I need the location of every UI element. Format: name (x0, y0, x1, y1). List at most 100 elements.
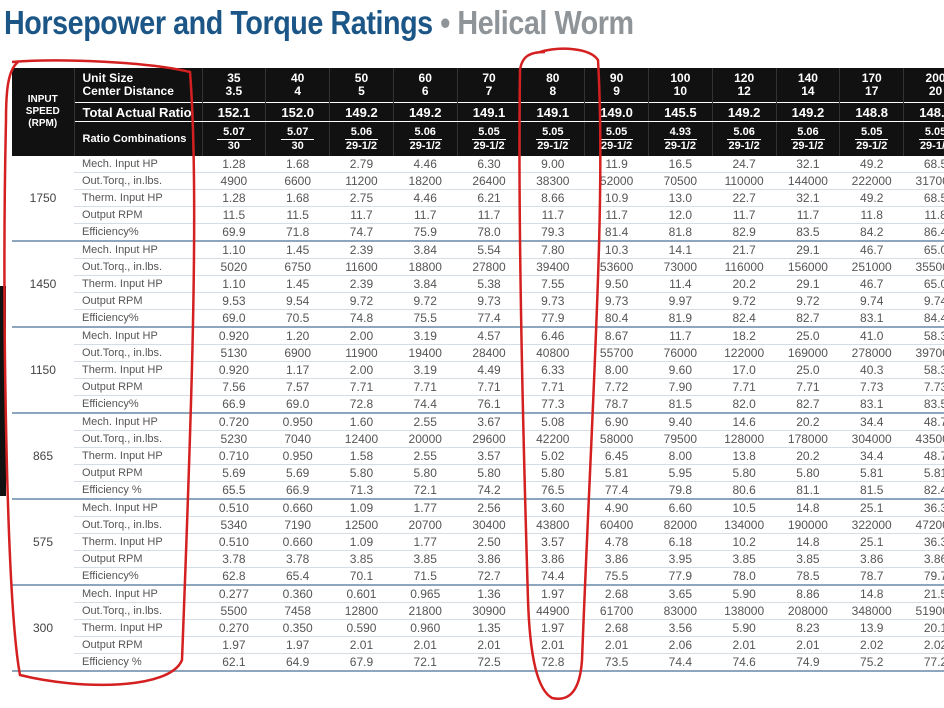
value-cell: 4.57 (457, 327, 521, 345)
value-cell: 169000 (776, 344, 840, 362)
value-cell: 5.81 (903, 464, 944, 482)
value-cell: 18800 (393, 258, 458, 276)
value-cell: 2.01 (520, 636, 585, 654)
value-cell: 317000 (903, 172, 944, 190)
unit-size: 40 (290, 71, 305, 85)
value-cell: 7.80 (520, 241, 585, 259)
value-cell: 5.95 (648, 464, 713, 482)
value-cell: 70.1 (329, 567, 394, 586)
value-cell: 1.10 (202, 275, 266, 293)
total-ratio: 149.2 (393, 102, 458, 122)
value-cell: 138000 (712, 602, 777, 620)
ratio-cell: 5.07 30 (202, 121, 267, 156)
value-cell: 74.7 (329, 223, 394, 242)
value-cell: 10.2 (712, 533, 777, 551)
value-cell: 28400 (457, 344, 521, 362)
unit-size: 50 (354, 71, 369, 85)
value-cell: 48.7 (903, 413, 944, 431)
value-cell: 0.965 (393, 585, 458, 603)
value-cell: 11.4 (648, 275, 713, 293)
value-cell: 74.6 (712, 653, 777, 672)
value-cell: 13.9 (839, 619, 904, 637)
row-label: Output RPM (74, 378, 202, 396)
value-cell: 11.7 (584, 206, 649, 224)
value-cell: 77.2 (903, 653, 944, 672)
row-label: Output RPM (74, 292, 202, 310)
value-cell: 5.80 (457, 464, 521, 482)
value-cell: 25.0 (776, 327, 840, 345)
value-cell: 18200 (393, 172, 458, 190)
title-main: Horsepower and Torque Ratings (4, 4, 433, 41)
value-cell: 3.60 (520, 499, 585, 517)
value-cell: 21800 (393, 602, 458, 620)
row-label: Mech. Input HP (74, 156, 202, 173)
row-label: Therm. Input HP (74, 361, 202, 379)
value-cell: 2.01 (457, 636, 521, 654)
total-ratio: 149.1 (520, 102, 586, 122)
value-cell: 5340 (202, 516, 266, 534)
ratio-cell: 5.06 29-1/2 (776, 121, 841, 156)
ratio-first: 5.07 (217, 126, 251, 140)
value-cell: 83.5 (903, 395, 944, 414)
ratio-first: 5.06 (344, 126, 379, 140)
value-cell: 9.60 (648, 361, 713, 379)
value-cell: 11.8 (839, 206, 904, 224)
value-cell: 4900 (202, 172, 266, 190)
data-row: Efficiency% 62.8 65.4 70.1 71.5 72.7 74.4 75.5 7… (12, 567, 944, 586)
value-cell: 79.3 (520, 223, 585, 242)
value-cell: 0.660 (265, 499, 330, 517)
value-cell: 52000 (584, 172, 649, 190)
value-cell: 1.35 (457, 619, 521, 637)
value-cell: 30400 (457, 516, 521, 534)
value-cell: 7040 (265, 430, 330, 448)
value-cell: 65.4 (265, 567, 330, 586)
ratio-second: 29-1/2 (728, 139, 760, 152)
speed-header: INPUT SPEED (RPM) (12, 68, 75, 156)
value-cell: 5.90 (712, 619, 777, 637)
value-cell: 82.4 (903, 481, 944, 500)
data-row: Output RPM 5.69 5.69 5.80 5.80 5.80 5.80 5.81 5.… (12, 464, 944, 482)
row-label: Mech. Input HP (74, 499, 202, 517)
value-cell: 34.4 (839, 413, 904, 431)
unit-cell: 140 14 (776, 68, 841, 103)
value-cell: 81.1 (776, 481, 840, 500)
row-label: Out.Torq., in.lbs. (74, 516, 202, 534)
header-row: Total Actual Ratio 152.1 152.0 149.2 149.2 14… (12, 102, 944, 122)
value-cell: 9.74 (903, 292, 944, 310)
value-cell: 0.710 (202, 447, 266, 465)
ratio-second: 29-1/2 (664, 139, 696, 152)
value-cell: 76.1 (457, 395, 521, 414)
value-cell: 9.50 (584, 275, 649, 293)
table-wrap: INPUT SPEED (RPM) Unit Size Center Distance 3… (12, 68, 944, 688)
value-cell: 27800 (457, 258, 521, 276)
data-row: Therm. Input HP 0.510 0.660 1.09 1.77 2.50 3.5… (12, 533, 944, 551)
value-cell: 78.0 (457, 223, 521, 242)
value-cell: 1.68 (265, 189, 330, 207)
value-cell: 67.9 (329, 653, 394, 672)
value-cell: 5.08 (520, 413, 585, 431)
value-cell: 0.350 (265, 619, 330, 637)
data-row: Output RPM 7.56 7.57 7.71 7.71 7.71 7.71 7.72 7.… (12, 378, 944, 396)
value-cell: 65.5 (202, 481, 266, 500)
value-cell: 5.90 (712, 585, 777, 603)
row-label: Efficiency% (74, 567, 202, 586)
value-cell: 1.36 (457, 585, 521, 603)
value-cell: 76.5 (520, 481, 585, 500)
value-cell: 8.23 (776, 619, 840, 637)
value-cell: 2.01 (776, 636, 840, 654)
value-cell: 25.0 (776, 361, 840, 379)
value-cell: 3.19 (393, 361, 458, 379)
value-cell: 11.5 (265, 206, 330, 224)
table-body: 1750 Mech. Input HP 1.28 1.68 2.79 4.46 6.30 9.… (12, 156, 944, 672)
value-cell: 11.8 (903, 206, 944, 224)
value-cell: 11200 (329, 172, 394, 190)
value-cell: 58.3 (903, 327, 944, 345)
value-cell: 58000 (584, 430, 649, 448)
value-cell: 83000 (648, 602, 713, 620)
value-cell: 12500 (329, 516, 394, 534)
value-cell: 12800 (329, 602, 394, 620)
value-cell: 6.45 (584, 447, 649, 465)
value-cell: 134000 (712, 516, 777, 534)
value-cell: 0.360 (265, 585, 330, 603)
